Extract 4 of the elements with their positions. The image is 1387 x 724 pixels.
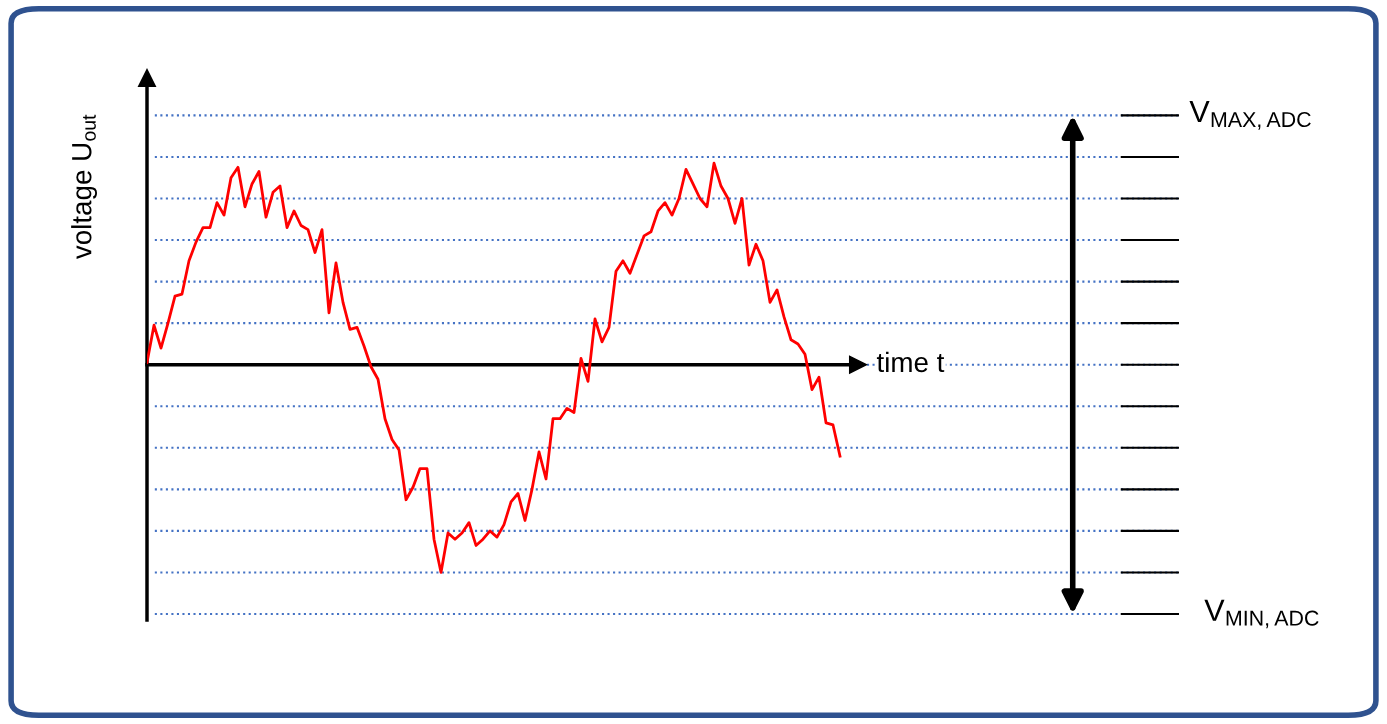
x-axis-title: time t <box>876 351 945 373</box>
y-axis-title: voltage U$_{out}$ <box>71 114 98 260</box>
ref-line-label: V$_{MIN,ADC}$ <box>1204 599 1319 629</box>
ref-line-label: V$_{MAX,ADC}$ <box>1189 101 1311 130</box>
